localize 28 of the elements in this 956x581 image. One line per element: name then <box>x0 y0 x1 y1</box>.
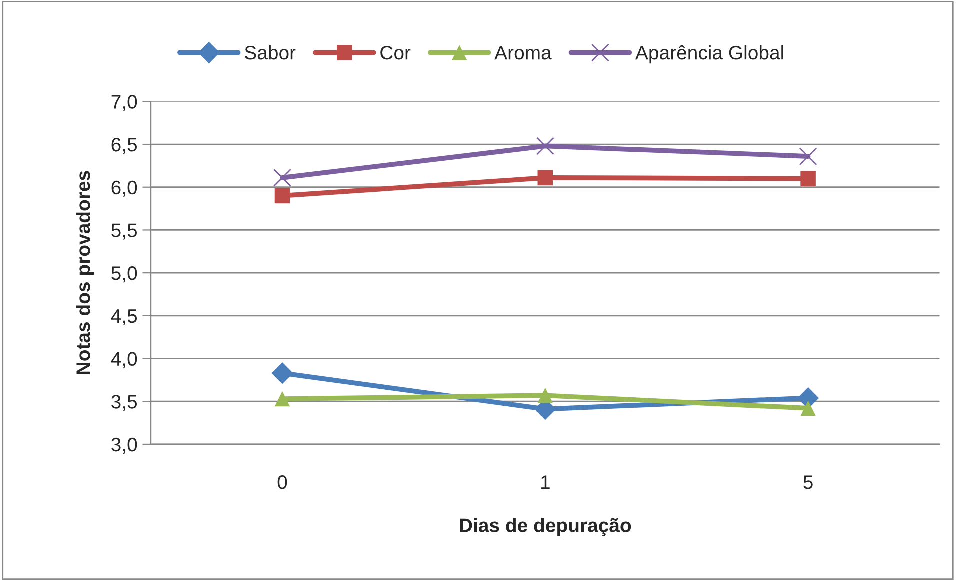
point <box>538 170 554 186</box>
point <box>273 168 292 187</box>
legend-label: Aroma <box>494 46 552 60</box>
y-tick-label: 6,0 <box>112 180 138 197</box>
point <box>274 391 290 407</box>
y-tick-label: 4,5 <box>111 310 138 326</box>
y-tick-label: 4,0 <box>111 352 138 368</box>
y-axis-title: Notas dos provadores <box>76 171 94 374</box>
x-tick-label: 5 <box>804 476 813 490</box>
y-tick-label: 5,0 <box>112 266 138 283</box>
legend-label: Cor <box>380 46 411 60</box>
y-tick-label: 6,5 <box>112 138 138 154</box>
point <box>800 400 816 416</box>
point <box>536 137 554 156</box>
point <box>799 147 818 166</box>
point <box>538 388 554 404</box>
y-tick-label: 5,5 <box>112 224 138 240</box>
point <box>800 171 816 186</box>
legend-label: Aparência Global <box>636 45 784 64</box>
x-tick-label: 1 <box>541 476 550 490</box>
x-tick-label: 0 <box>278 476 288 490</box>
point <box>272 362 294 384</box>
point <box>274 188 290 204</box>
legend-label: Sabor <box>245 45 296 60</box>
y-tick-label: 3,5 <box>112 395 138 412</box>
y-tick-label: 3,0 <box>112 438 138 454</box>
x-axis-title: Dias de depuração <box>460 518 632 536</box>
y-tick-label: 7,0 <box>112 95 138 112</box>
